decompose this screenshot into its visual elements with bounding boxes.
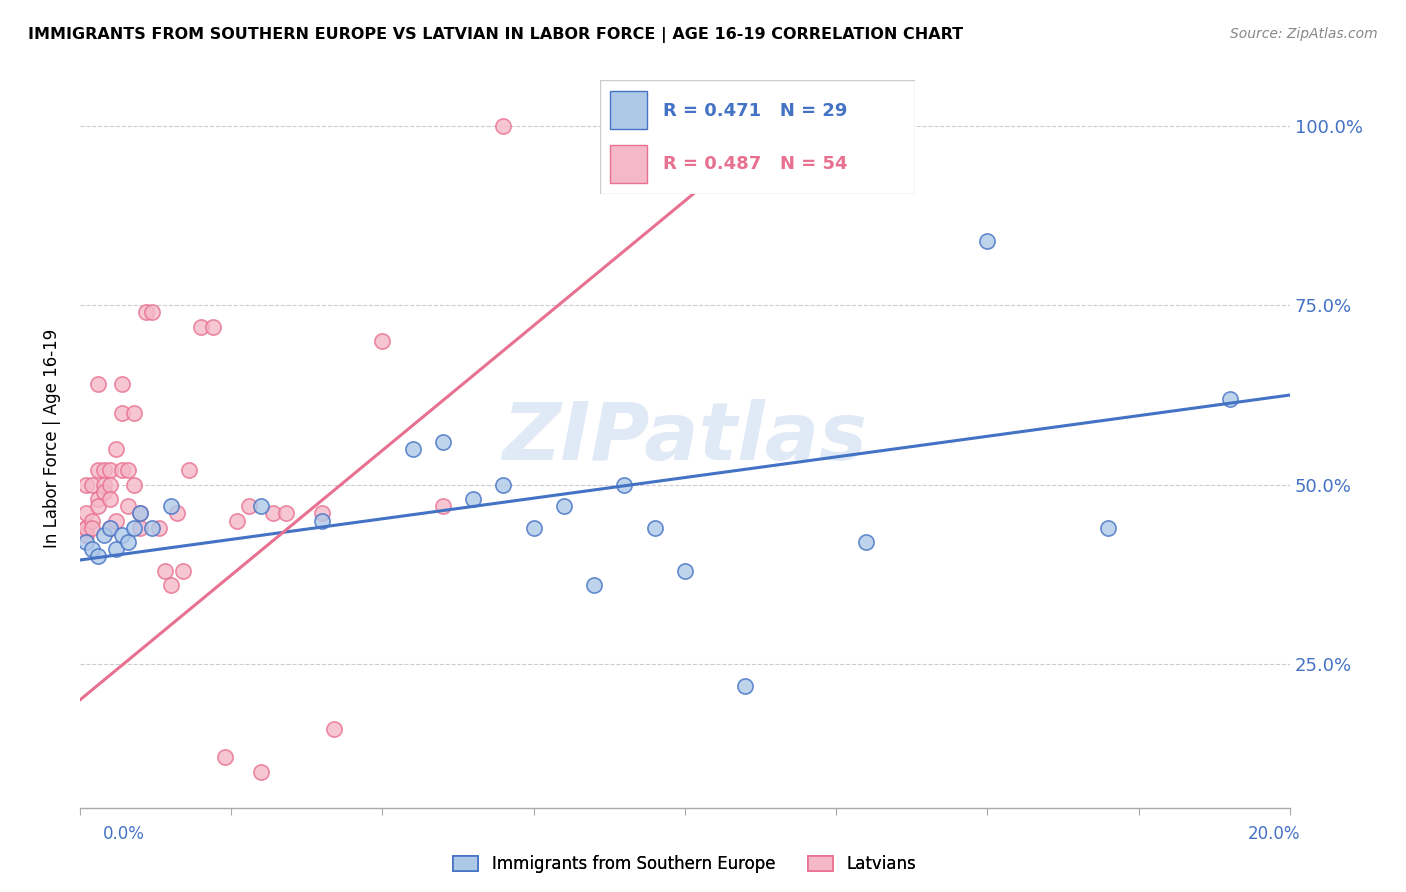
Point xyxy=(855,535,877,549)
Legend: Immigrants from Southern Europe, Latvians: Immigrants from Southern Europe, Latvian… xyxy=(453,855,917,873)
Point xyxy=(190,319,212,334)
Point xyxy=(274,507,297,521)
Point xyxy=(613,119,636,133)
Point xyxy=(87,463,110,477)
Point xyxy=(98,463,121,477)
Point xyxy=(93,463,115,477)
Point xyxy=(87,549,110,564)
Point xyxy=(432,500,454,514)
Point xyxy=(93,528,115,542)
Point xyxy=(226,514,249,528)
Point xyxy=(141,521,163,535)
Point xyxy=(98,477,121,491)
Point xyxy=(87,500,110,514)
Point xyxy=(117,463,139,477)
Point xyxy=(111,377,134,392)
Point xyxy=(111,528,134,542)
Point xyxy=(553,500,575,514)
Text: 0.0%: 0.0% xyxy=(103,825,145,843)
Point xyxy=(311,507,333,521)
Point xyxy=(75,521,97,535)
Point xyxy=(159,578,181,592)
Point xyxy=(80,521,103,535)
Point xyxy=(492,477,515,491)
Point xyxy=(583,578,606,592)
Point xyxy=(166,507,188,521)
Point xyxy=(87,491,110,506)
Point xyxy=(124,406,146,420)
Y-axis label: In Labor Force | Age 16-19: In Labor Force | Age 16-19 xyxy=(44,328,60,548)
Point xyxy=(117,535,139,549)
Point xyxy=(1097,521,1119,535)
Point xyxy=(463,491,485,506)
Point xyxy=(323,722,346,736)
Point xyxy=(111,406,134,420)
Point xyxy=(111,463,134,477)
Point xyxy=(734,679,756,693)
Point xyxy=(124,521,146,535)
Text: Source: ZipAtlas.com: Source: ZipAtlas.com xyxy=(1230,27,1378,41)
Point xyxy=(75,528,97,542)
Point xyxy=(673,119,696,133)
Point xyxy=(93,484,115,499)
Point xyxy=(75,507,97,521)
Point xyxy=(124,477,146,491)
Point xyxy=(250,764,273,779)
Point xyxy=(98,521,121,535)
Point xyxy=(80,514,103,528)
Point xyxy=(311,514,333,528)
Point xyxy=(613,477,636,491)
Point xyxy=(153,564,176,578)
Point xyxy=(129,507,152,521)
Point xyxy=(238,500,260,514)
Point xyxy=(80,542,103,557)
Point xyxy=(75,521,97,535)
Point xyxy=(177,463,200,477)
Point xyxy=(492,119,515,133)
Point xyxy=(87,377,110,392)
Point xyxy=(214,750,236,764)
Point xyxy=(976,234,998,248)
Point xyxy=(432,434,454,449)
Point xyxy=(141,305,163,319)
Point xyxy=(201,319,224,334)
Point xyxy=(673,564,696,578)
Point xyxy=(1218,392,1240,406)
Point xyxy=(159,500,181,514)
Point xyxy=(401,442,423,456)
Point xyxy=(105,442,128,456)
Point xyxy=(135,305,157,319)
Text: ZIPatlas: ZIPatlas xyxy=(502,399,868,477)
Point xyxy=(263,507,285,521)
Point xyxy=(644,119,666,133)
Point xyxy=(98,491,121,506)
Point xyxy=(117,500,139,514)
Point xyxy=(75,535,97,549)
Point xyxy=(523,521,546,535)
Text: IMMIGRANTS FROM SOUTHERN EUROPE VS LATVIAN IN LABOR FORCE | AGE 16-19 CORRELATIO: IMMIGRANTS FROM SOUTHERN EUROPE VS LATVI… xyxy=(28,27,963,43)
Point xyxy=(93,477,115,491)
Point xyxy=(644,521,666,535)
Point xyxy=(371,334,394,349)
Point xyxy=(129,507,152,521)
Point xyxy=(129,521,152,535)
Text: 20.0%: 20.0% xyxy=(1249,825,1301,843)
Point xyxy=(75,477,97,491)
Point xyxy=(250,500,273,514)
Point xyxy=(80,477,103,491)
Point xyxy=(105,514,128,528)
Point xyxy=(98,521,121,535)
Point xyxy=(105,542,128,557)
Point xyxy=(148,521,170,535)
Point xyxy=(172,564,194,578)
